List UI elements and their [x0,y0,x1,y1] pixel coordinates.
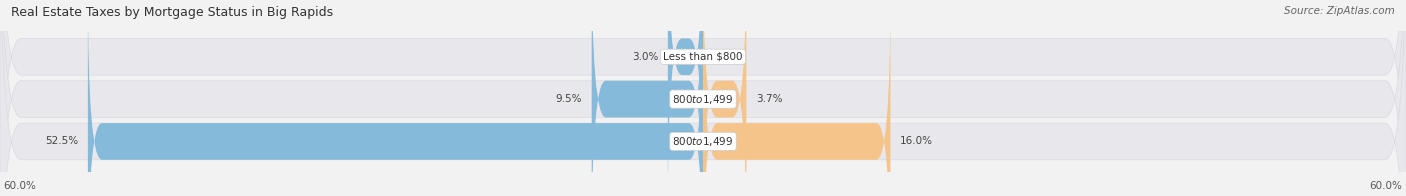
Text: Real Estate Taxes by Mortgage Status in Big Rapids: Real Estate Taxes by Mortgage Status in … [11,6,333,19]
Text: 3.0%: 3.0% [633,52,658,62]
FancyBboxPatch shape [592,0,703,196]
FancyBboxPatch shape [703,0,890,196]
Text: 60.0%: 60.0% [1369,181,1403,191]
Text: $800 to $1,499: $800 to $1,499 [672,93,734,106]
FancyBboxPatch shape [668,0,703,196]
Text: 9.5%: 9.5% [555,94,582,104]
Text: 3.7%: 3.7% [756,94,782,104]
Text: $800 to $1,499: $800 to $1,499 [672,135,734,148]
Text: Less than $800: Less than $800 [664,52,742,62]
Text: 16.0%: 16.0% [900,136,932,146]
Text: 60.0%: 60.0% [3,181,37,191]
Text: 52.5%: 52.5% [45,136,79,146]
FancyBboxPatch shape [703,0,747,196]
Text: 0.0%: 0.0% [718,52,745,62]
FancyBboxPatch shape [87,0,703,196]
Text: Source: ZipAtlas.com: Source: ZipAtlas.com [1284,6,1395,16]
